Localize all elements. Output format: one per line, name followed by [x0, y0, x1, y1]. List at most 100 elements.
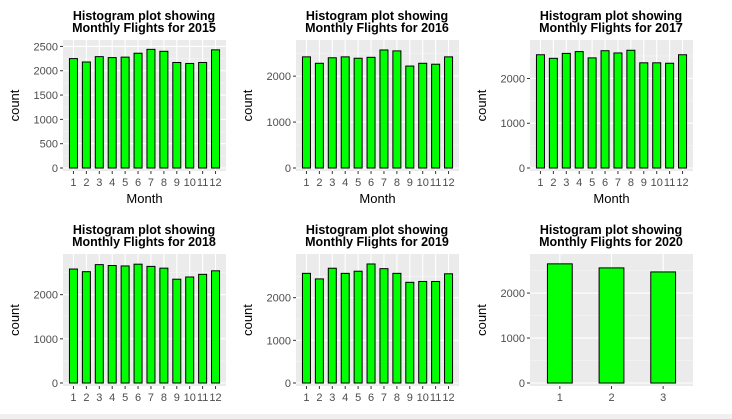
bar	[211, 270, 221, 384]
bar	[159, 267, 169, 384]
bar	[327, 267, 337, 384]
bar	[366, 263, 376, 384]
x-tick-label: 8	[628, 177, 634, 189]
bar	[431, 280, 441, 384]
y-axis-label: count	[240, 304, 255, 336]
bar	[444, 56, 454, 169]
bar	[598, 267, 625, 384]
x-tick-label: 9	[407, 392, 413, 404]
bar	[444, 273, 454, 384]
bar	[379, 49, 389, 169]
x-tick-label: 4	[342, 177, 348, 189]
bar	[418, 62, 428, 169]
y-tick-label: 500	[40, 139, 58, 151]
x-tick-label: 10	[417, 177, 429, 189]
bar	[120, 265, 130, 384]
x-tick-label: 5	[122, 392, 128, 404]
x-tick-label: 8	[394, 392, 400, 404]
bar	[353, 270, 363, 384]
y-tick-label: 1500	[34, 90, 58, 102]
x-tick-label: 3	[329, 392, 335, 404]
x-tick-label: 5	[355, 177, 361, 189]
y-tick-label: 1000	[501, 118, 525, 130]
x-tick-label: 7	[381, 392, 387, 404]
status-strip	[0, 414, 732, 419]
chart-title: Histogram plot showing Monthly Flights fo…	[539, 223, 683, 249]
x-tick-label: 1	[537, 177, 543, 189]
chart-panel-6: Histogram plot showing Monthly Flights fo…	[474, 223, 693, 404]
chart-panel-1: Histogram plot showing Monthly Flights fo…	[7, 9, 226, 206]
x-tick-label: 5	[589, 177, 595, 189]
x-tick-label: 9	[641, 177, 647, 189]
bar	[548, 57, 558, 169]
x-tick-label: 9	[174, 177, 180, 189]
bar	[546, 263, 573, 384]
x-tick-label: 6	[135, 392, 141, 404]
bar	[146, 48, 156, 169]
bar	[68, 268, 78, 384]
x-tick-label: 12	[442, 392, 454, 404]
x-tick-label: 3	[96, 177, 102, 189]
bar	[314, 62, 324, 169]
y-tick-label: 2000	[34, 290, 58, 302]
bar	[340, 272, 350, 384]
chart-panel-4: Histogram plot showing Monthly Flights fo…	[7, 223, 226, 404]
x-tick-label: 4	[109, 177, 115, 189]
y-tick-label: 0	[285, 378, 291, 390]
bar	[340, 56, 350, 169]
y-tick-label: 1000	[267, 335, 291, 347]
y-tick-label: 0	[52, 378, 58, 390]
bar	[133, 52, 143, 169]
x-tick-label: 2	[550, 177, 556, 189]
y-tick-label: 0	[519, 378, 525, 390]
bar	[392, 50, 402, 169]
chart-title: Histogram plot showing Monthly Flights fo…	[72, 9, 216, 35]
y-tick-label: 2000	[34, 66, 58, 78]
x-tick-label: 12	[209, 177, 221, 189]
bar	[535, 54, 545, 169]
bar	[639, 62, 649, 169]
bar	[133, 263, 143, 384]
bar	[172, 278, 182, 384]
chart-panel-2: Histogram plot showing Monthly Flights fo…	[240, 9, 459, 206]
x-tick-label: 4	[576, 177, 582, 189]
bar	[626, 49, 636, 169]
y-axis-label: count	[7, 89, 22, 121]
bar	[392, 272, 402, 384]
x-tick-label: 3	[96, 392, 102, 404]
x-tick-label: 2	[608, 392, 614, 404]
y-tick-label: 0	[52, 163, 58, 175]
x-tick-label: 7	[148, 177, 154, 189]
bar	[613, 52, 623, 169]
x-tick-label: 4	[342, 392, 348, 404]
bar	[379, 268, 389, 384]
y-tick-label: 1000	[34, 114, 58, 126]
x-tick-label: 12	[676, 177, 688, 189]
x-tick-label: 10	[417, 392, 429, 404]
bar	[146, 265, 156, 384]
x-tick-label: 7	[615, 177, 621, 189]
x-tick-label: 1	[303, 177, 309, 189]
bar	[405, 65, 415, 169]
bar	[94, 264, 104, 384]
x-tick-label: 5	[355, 392, 361, 404]
x-tick-label: 10	[651, 177, 663, 189]
y-tick-label: 2000	[501, 73, 525, 85]
bar	[587, 57, 597, 169]
x-tick-label: 9	[407, 177, 413, 189]
x-tick-label: 2	[316, 177, 322, 189]
bar	[418, 280, 428, 384]
x-tick-label: 12	[209, 392, 221, 404]
bar	[81, 271, 91, 384]
x-tick-label: 3	[660, 392, 666, 404]
chart-title: Histogram plot showing Monthly Flights fo…	[305, 223, 449, 249]
bar	[301, 272, 311, 384]
bar	[120, 56, 130, 169]
y-tick-label: 0	[285, 163, 291, 175]
bar	[600, 50, 610, 169]
y-axis-label: count	[474, 304, 489, 336]
x-tick-label: 12	[442, 177, 454, 189]
bar	[650, 271, 677, 384]
y-axis-label: count	[240, 89, 255, 121]
